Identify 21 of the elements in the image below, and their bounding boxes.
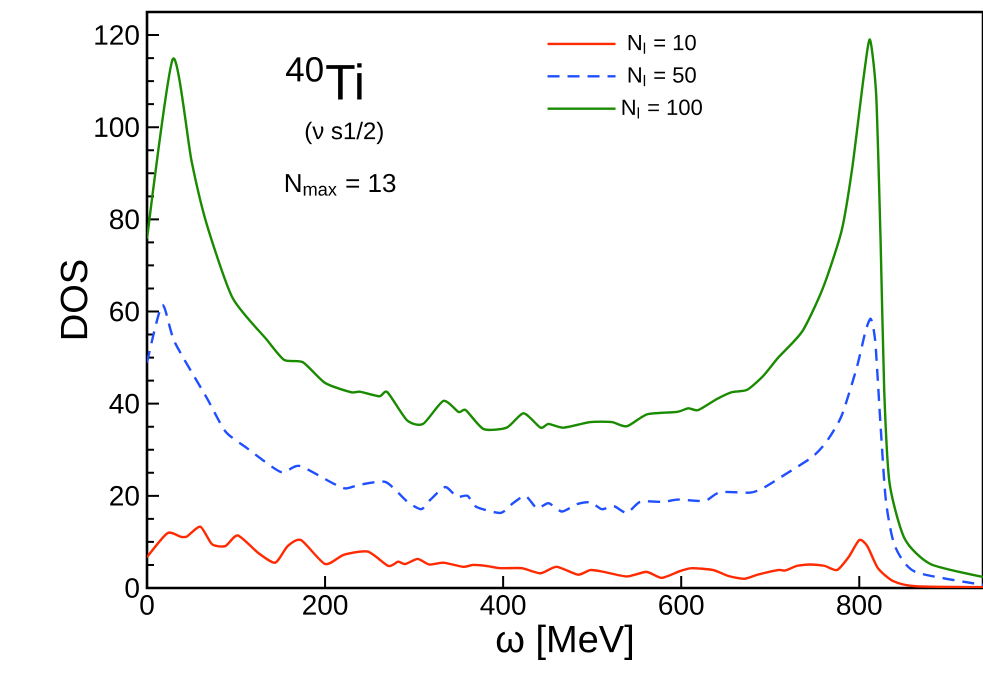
y-tick-label: 100 [95,117,139,138]
y-tick-label: 20 [110,486,139,506]
legend-label: N$_{l}$ = 50 [628,67,696,86]
x-axis-title: ω [MeV] [496,624,632,660]
x-tick-label: 400 [480,595,526,615]
y-tick-label: 0 [125,578,139,598]
y-axis-title: DOS [60,260,88,338]
y-tick-label: 60 [110,302,139,322]
y-tick-label: 80 [110,209,139,230]
legend-label: N$_{l}$ = 100 [622,100,702,118]
annotation: N$_{max}$ = 13 [286,174,396,196]
x-tick-label: 800 [837,595,882,615]
x-tick-label: 200 [303,595,348,615]
line-series [147,304,983,586]
y-tick-label: 120 [95,25,139,45]
y-tick-label: 40 [109,394,139,414]
annotation: (ν s1/2) [306,122,383,144]
x-tick-label: 600 [659,595,704,615]
legend-label: N$_{l}$ = 10 [628,34,696,54]
x-tick-label: 0 [140,595,154,615]
annotation: $^{40}$Ti [286,56,362,100]
